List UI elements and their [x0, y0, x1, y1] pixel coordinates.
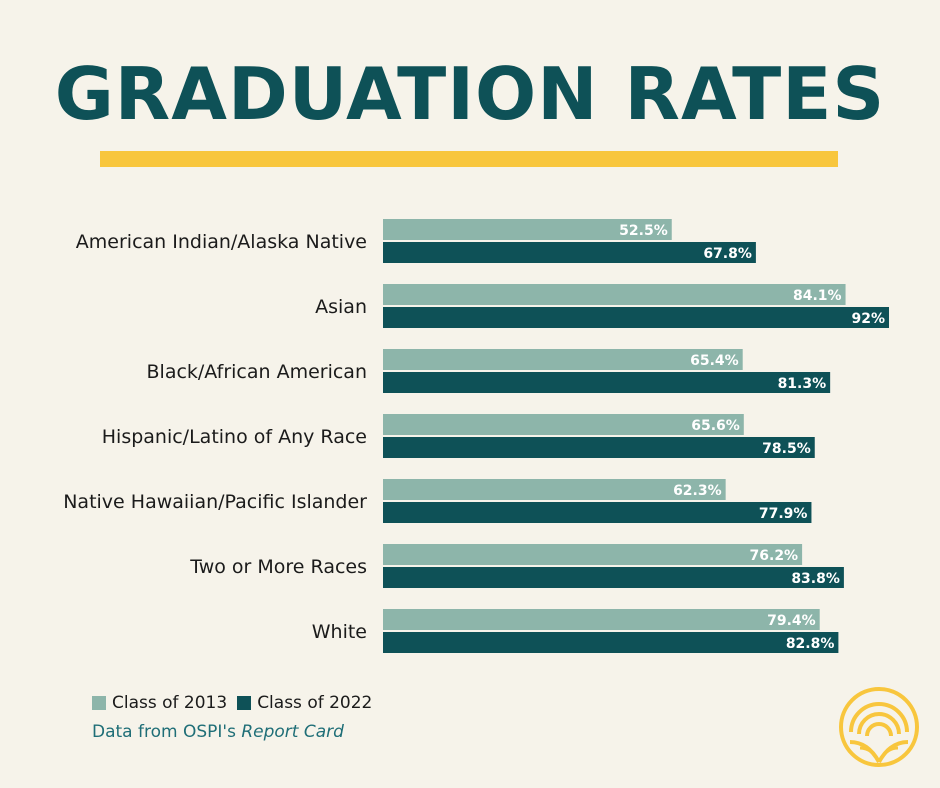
data-label: 65.4% — [690, 353, 739, 369]
chart-title: GRADUATION RATES — [54, 52, 886, 136]
legend: Class of 2013 Class of 2022 — [92, 693, 382, 713]
bar-2022 — [383, 437, 815, 458]
data-label: 79.4% — [767, 613, 816, 629]
data-label: 67.8% — [703, 246, 752, 262]
bar-2013 — [383, 544, 803, 565]
bar-2013 — [383, 219, 672, 240]
data-label: 77.9% — [759, 506, 808, 522]
bar-2013 — [383, 479, 726, 500]
category-label: American Indian/Alaska Native — [76, 231, 367, 253]
bar-2022 — [383, 632, 839, 653]
category-label: Asian — [315, 296, 367, 318]
category-label: Black/African American — [147, 361, 368, 383]
data-label: 52.5% — [619, 223, 668, 239]
legend-label-2013: Class of 2013 — [112, 693, 228, 713]
data-label: 83.8% — [791, 571, 840, 587]
legend-item-2022: Class of 2022 — [237, 693, 372, 713]
bar-2022 — [383, 372, 831, 393]
bar-2013 — [383, 349, 743, 370]
category-label: White — [312, 621, 367, 643]
bar-2022 — [383, 242, 756, 263]
data-label: 84.1% — [793, 288, 842, 304]
bar-2013 — [383, 284, 846, 305]
data-label: 81.3% — [778, 376, 827, 392]
legend-swatch-2022 — [237, 696, 252, 710]
category-label: Native Hawaiian/Pacific Islander — [63, 491, 367, 513]
category-label: Two or More Races — [189, 556, 367, 578]
legend-swatch-2013 — [92, 696, 106, 710]
data-label: 82.8% — [786, 636, 835, 652]
bar-chart: American Indian/Alaska Native 52.5% 67.8% A… — [63, 219, 889, 653]
bar-2022 — [383, 307, 889, 328]
bar-2022 — [383, 502, 812, 523]
source-note: Data from OSPI's Report Card — [92, 722, 344, 742]
bar-2013 — [383, 609, 820, 630]
bar-2022 — [383, 567, 844, 588]
bar-2013 — [383, 414, 744, 435]
legend-label-2022: Class of 2022 — [257, 693, 373, 713]
data-label: 65.6% — [691, 418, 740, 434]
data-label: 62.3% — [673, 483, 722, 499]
source-report-card: Report Card — [241, 722, 344, 742]
category-label: Hispanic/Latino of Any Race — [102, 426, 367, 448]
legend-item-2013: Class of 2013 — [92, 693, 227, 713]
title-underline — [100, 151, 838, 167]
data-label: 92% — [851, 311, 885, 327]
data-label: 76.2% — [750, 548, 799, 564]
wheat-sunrise-icon — [839, 687, 919, 767]
source-prefix: Data from OSPI's — [92, 722, 242, 742]
data-label: 78.5% — [762, 441, 811, 457]
